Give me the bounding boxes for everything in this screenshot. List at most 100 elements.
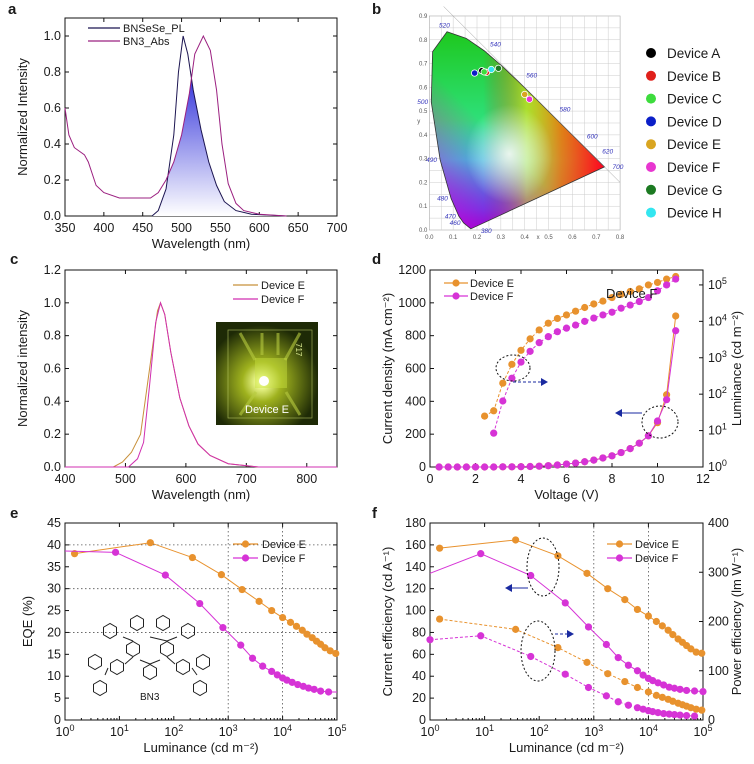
data-point <box>652 617 660 626</box>
legend-item: Device E <box>233 539 306 551</box>
ring <box>193 679 207 697</box>
cie-point-device-h <box>487 65 495 74</box>
data-point <box>544 319 552 327</box>
molecule-label: BN3 <box>140 692 160 703</box>
wavelength-label: 580 <box>560 106 571 113</box>
tick-exponent: 4 <box>653 723 658 733</box>
data-point <box>635 285 643 293</box>
cie-point-device-d <box>471 69 479 77</box>
y-axis-label: Normalized intensity <box>15 309 30 427</box>
data-point <box>572 307 580 315</box>
y-tick-label: 0.4 <box>44 137 61 151</box>
data-point <box>237 641 245 649</box>
data-point <box>303 630 311 638</box>
y-tick-label: 1.0 <box>44 296 61 310</box>
y-tick-label: 1200 <box>398 263 426 277</box>
data-point <box>692 648 700 656</box>
y2-tick-label: 103 <box>708 349 727 365</box>
y2-tick-label: 400 <box>708 516 729 530</box>
data-point <box>626 301 634 309</box>
data-point <box>663 275 671 283</box>
data-point <box>583 658 591 666</box>
y2-axis-label: Luminance (cd m⁻²) <box>729 311 744 426</box>
substrate-outline <box>227 329 313 419</box>
data-point <box>499 463 507 471</box>
y-axis-label: Normalized Intensity <box>15 58 30 176</box>
data-point <box>658 693 666 701</box>
ring <box>126 640 140 658</box>
data-point <box>682 686 691 695</box>
y2-tick-label: 100 <box>708 664 729 678</box>
data-point <box>526 462 534 471</box>
ring <box>110 658 124 676</box>
x-tick-label: 10 <box>651 472 665 486</box>
legend-item: Device F <box>233 553 306 565</box>
data-point <box>477 550 485 558</box>
legend-item: Device F <box>607 553 679 565</box>
y-tick-label: 0.1 <box>419 204 428 210</box>
ring <box>93 679 107 697</box>
legend-label: Device F <box>635 553 679 565</box>
data-point <box>286 618 295 626</box>
y-tick-label: 40 <box>47 538 61 552</box>
tick-exponent: 1 <box>722 422 727 432</box>
wavelength-label: 600 <box>587 133 598 140</box>
tick-exponent: 4 <box>287 723 292 733</box>
tick-base: 10 <box>708 460 722 474</box>
emitting-pixel <box>259 376 269 386</box>
tick-base: 10 <box>110 725 124 739</box>
data-point <box>512 536 520 544</box>
x-tick-label: 500 <box>115 472 136 486</box>
arrow-head <box>567 630 574 638</box>
ring <box>130 614 144 632</box>
ring <box>143 663 157 681</box>
annotation-ellipse <box>520 620 556 682</box>
x-tick-label: 800 <box>296 472 317 486</box>
data-point <box>508 374 516 382</box>
data-point <box>490 429 498 437</box>
legend-label: Device F <box>470 291 514 303</box>
data-point <box>561 599 569 607</box>
data-point <box>572 321 580 329</box>
cie-point-device-f <box>525 95 534 103</box>
data-point <box>624 661 632 669</box>
y-tick-label: 0.2 <box>44 427 61 441</box>
data-point <box>644 688 653 696</box>
data-point <box>553 314 562 323</box>
data-point <box>436 544 444 552</box>
data-point <box>692 705 700 713</box>
data-point <box>633 667 642 675</box>
x-tick-label: 104 <box>273 723 292 739</box>
data-point <box>602 692 610 700</box>
y-tick-label: 1.2 <box>44 263 61 277</box>
x-tick-label: 350 <box>55 221 76 235</box>
legend-marker <box>615 554 624 562</box>
electrode <box>284 391 302 416</box>
data-point <box>608 293 616 302</box>
y-tick-label: 0.6 <box>44 362 61 376</box>
tick-base: 10 <box>421 725 435 739</box>
data-point <box>581 458 589 466</box>
legend-item: Device C <box>646 92 722 107</box>
data-point <box>508 463 516 471</box>
x-tick-label: 0.0 <box>425 235 434 241</box>
data-point <box>526 347 534 355</box>
data-point <box>581 303 589 312</box>
tick-base: 10 <box>708 314 722 328</box>
y-tick-label: 1.0 <box>44 29 61 43</box>
legend-marker <box>452 279 460 287</box>
y2-tick-label: 102 <box>708 385 727 401</box>
y-tick-label: 0.2 <box>419 180 428 186</box>
legend-item: Device H <box>646 206 722 221</box>
data-point <box>188 553 197 562</box>
legend-label: Device E <box>635 539 679 551</box>
legend-label: Device G <box>667 183 723 198</box>
data-point <box>279 613 287 622</box>
ring <box>181 622 195 640</box>
wavelength-label: 520 <box>439 23 450 30</box>
legend-label: BN3_Abs <box>123 36 170 48</box>
y-tick-label: 15 <box>47 647 61 661</box>
data-point <box>682 711 691 720</box>
legend-item: Device F <box>646 160 720 175</box>
x-tick-label: 0.8 <box>616 235 625 241</box>
